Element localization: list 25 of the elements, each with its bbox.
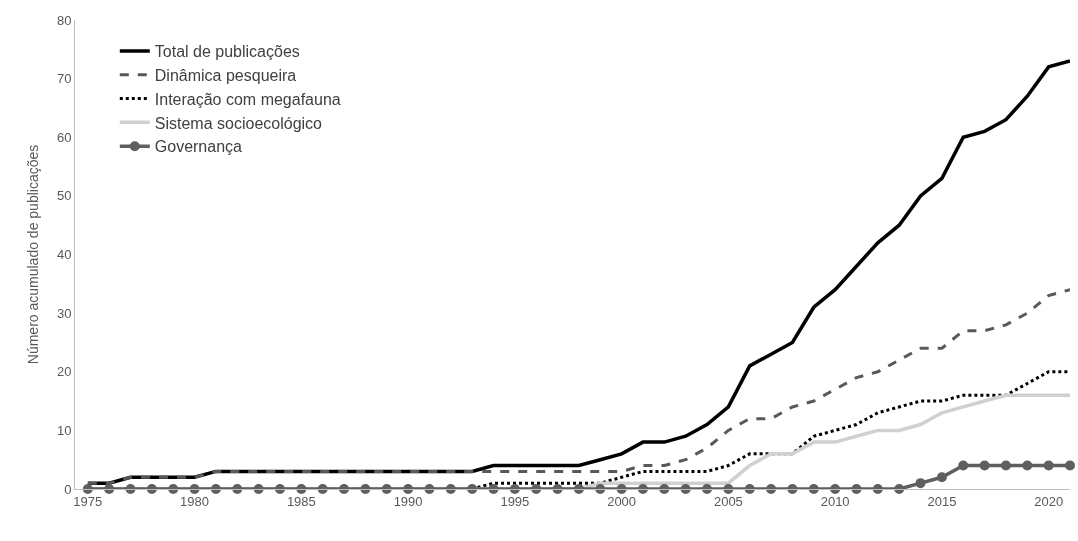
legend-label: Interação com megafauna (154, 90, 341, 108)
legend-label: Dinâmica pesqueira (154, 67, 297, 85)
legend-label: Total de publicações (154, 43, 300, 61)
y-tick-label: 50 (56, 188, 72, 204)
y-tick-label: 10 (56, 422, 72, 438)
x-tick-label: 2020 (1034, 493, 1064, 509)
legend-label: Sistema socioecológico (154, 114, 323, 132)
y-tick-label: 70 (56, 71, 72, 87)
x-tick-label: 2000 (607, 493, 637, 509)
y-axis-title: Número acumulado de publicações (24, 144, 41, 365)
x-tick-label: 1990 (393, 493, 423, 509)
y-tick-label: 80 (56, 12, 72, 28)
y-tick-label: 60 (56, 129, 72, 145)
x-tick-label: 2015 (927, 493, 957, 509)
x-tick-label: 2010 (820, 493, 850, 509)
y-tick-label: 30 (56, 305, 72, 321)
x-tick-label: 1980 (180, 493, 210, 509)
y-tick-label: 20 (56, 364, 72, 380)
legend-label: Governança (154, 138, 243, 156)
y-tick-label: 0 (64, 481, 72, 497)
x-tick-label: 2005 (713, 493, 743, 509)
x-tick-label: 1995 (500, 493, 530, 509)
y-tick-label: 40 (56, 247, 72, 263)
x-tick-label: 1985 (286, 493, 316, 509)
x-tick-label: 1975 (73, 493, 103, 509)
